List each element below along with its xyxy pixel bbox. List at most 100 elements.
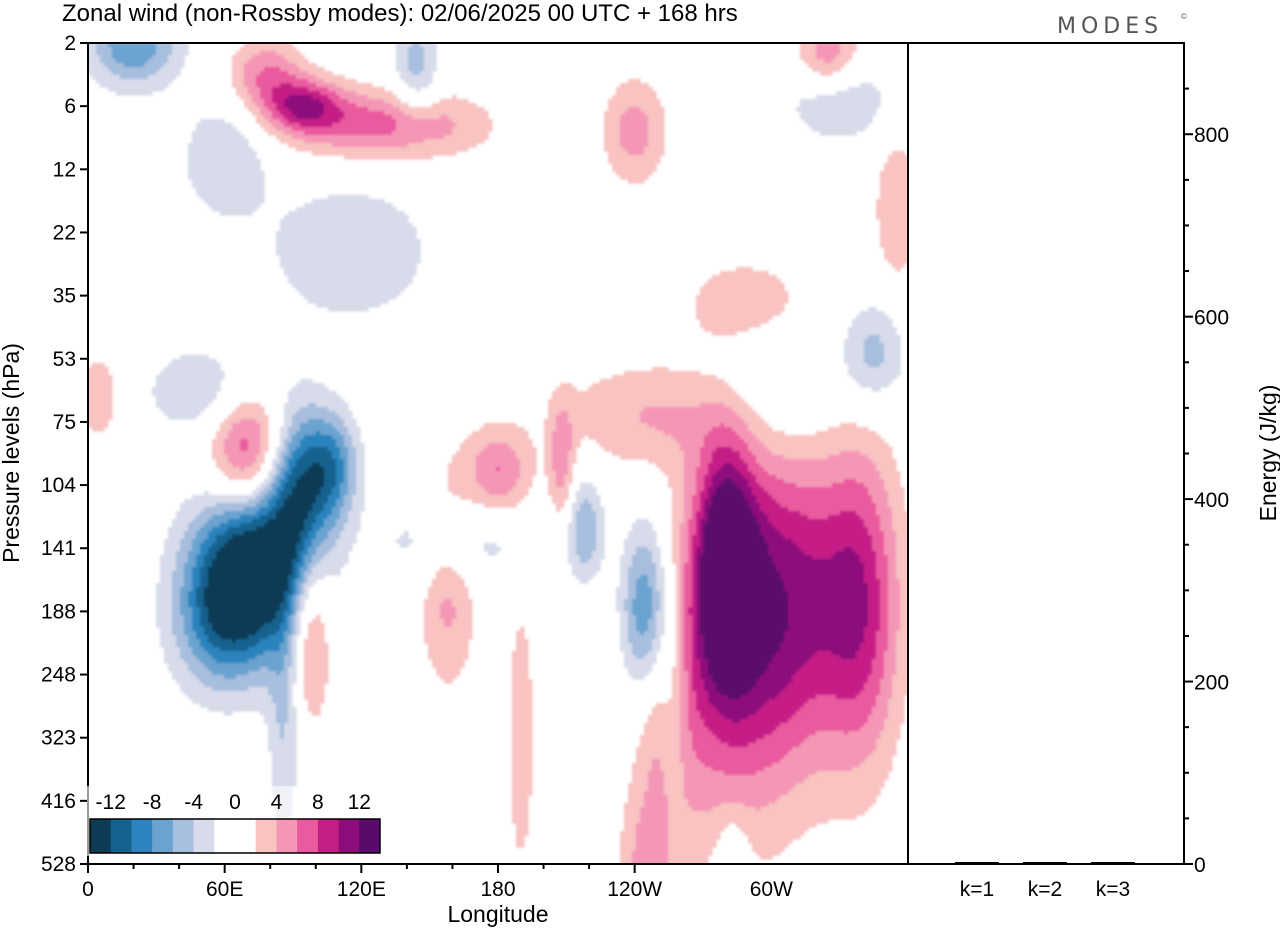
heatmap-cell (880, 579, 889, 584)
heatmap-cell (316, 499, 329, 504)
heatmap-cell (188, 167, 261, 172)
heatmap-cell (692, 667, 701, 672)
heatmap-cell (640, 815, 669, 820)
heatmap-cell (684, 515, 693, 520)
heatmap-cell (864, 567, 877, 572)
heatmap-cell (680, 759, 701, 764)
heatmap-cell (488, 491, 509, 496)
heatmap-cell (576, 519, 597, 524)
heatmap-cell (656, 587, 665, 592)
heatmap-cell (232, 423, 261, 428)
heatmap-cell (676, 655, 681, 660)
heatmap-cell (676, 591, 681, 596)
heatmap-cell (276, 51, 301, 56)
heatmap-cell (208, 571, 293, 576)
heatmap-cell (308, 299, 389, 304)
heatmap-cell (568, 551, 577, 556)
heatmap-cell (328, 407, 349, 412)
heatmap-cell (396, 51, 409, 56)
heatmap-cell (804, 703, 877, 708)
heatmap-cell (572, 447, 577, 452)
heatmap-cell (888, 571, 897, 576)
heatmap-cell (512, 771, 533, 776)
heatmap-cell (336, 91, 357, 96)
heatmap-cell (424, 599, 445, 604)
heatmap-cell (196, 187, 265, 192)
heatmap-cell (660, 607, 665, 612)
heatmap-cell (212, 443, 225, 448)
heatmap-cell (604, 147, 625, 152)
heatmap-cell (292, 591, 297, 596)
heatmap-cell (88, 59, 101, 64)
heatmap-cell (180, 547, 193, 552)
heatmap-cell (200, 619, 209, 624)
heatmap-cell (284, 635, 289, 640)
heatmap-cell (304, 695, 325, 700)
heatmap-cell (628, 787, 649, 792)
heatmap-cell (704, 763, 773, 768)
heatmap-cell (328, 535, 341, 540)
heatmap-cell (204, 599, 285, 604)
heatmap-cell (692, 643, 697, 648)
heatmap-cell (900, 599, 908, 604)
heatmap-cell (300, 475, 325, 480)
x-axis-title: Longitude (447, 901, 548, 927)
heatmap-cell (556, 387, 577, 392)
heatmap-cell (664, 431, 709, 436)
heatmap-cell (700, 527, 705, 532)
heatmap-cell (292, 135, 445, 140)
heatmap-cell (876, 575, 889, 580)
heatmap-cell (396, 123, 457, 128)
heatmap-cell (288, 443, 301, 448)
heatmap-cell (344, 499, 353, 504)
heatmap-cell (288, 391, 337, 396)
heatmap-cell (684, 795, 781, 800)
heatmap-cell (648, 119, 665, 124)
heatmap-cell (284, 727, 297, 732)
heatmap-cell (876, 203, 908, 208)
heatmap-cell (616, 587, 629, 592)
heatmap-cell (764, 511, 801, 516)
heatmap-cell (176, 635, 189, 640)
heatmap-cell (700, 611, 789, 616)
heatmap-cell (772, 731, 817, 736)
heatmap-cell (648, 131, 665, 136)
heatmap-cell (732, 447, 749, 452)
heatmap-cell (896, 267, 901, 272)
heatmap-cell (712, 767, 765, 772)
heatmap-cell (876, 463, 897, 468)
y-tick-label: 53 (53, 348, 76, 371)
heatmap-cell (656, 619, 665, 624)
heatmap-cell (292, 83, 317, 88)
heatmap-cell (680, 643, 685, 648)
heatmap-cell (800, 99, 881, 104)
heatmap-cell (856, 695, 877, 700)
heatmap-cell (296, 411, 337, 416)
heatmap-cell (880, 183, 908, 188)
heatmap-cell (888, 627, 901, 632)
heatmap-cell (296, 595, 301, 600)
heatmap-cell (680, 639, 685, 644)
heatmap-cell (520, 463, 537, 468)
heatmap-cell (660, 591, 665, 596)
heatmap-cell (876, 747, 897, 752)
heatmap-cell (284, 595, 289, 600)
heatmap-cell (680, 559, 689, 564)
heatmap-cell (344, 155, 433, 160)
heatmap-cell (284, 443, 289, 448)
heatmap-cell (580, 487, 597, 492)
heatmap-cell (640, 107, 665, 112)
heatmap-cell (276, 719, 289, 724)
heatmap-cell (276, 711, 289, 716)
heatmap-cell (512, 703, 533, 708)
heatmap-cell (640, 819, 669, 824)
heatmap-cell (684, 611, 689, 616)
heatmap-cell (156, 383, 221, 388)
heatmap-cell (896, 563, 908, 568)
heatmap-cell (268, 511, 277, 516)
heatmap-cell (884, 359, 901, 364)
heatmap-cell (708, 431, 737, 436)
heatmap-cell (300, 607, 305, 612)
heatmap-cell (632, 651, 649, 656)
heatmap-cell (172, 623, 185, 628)
